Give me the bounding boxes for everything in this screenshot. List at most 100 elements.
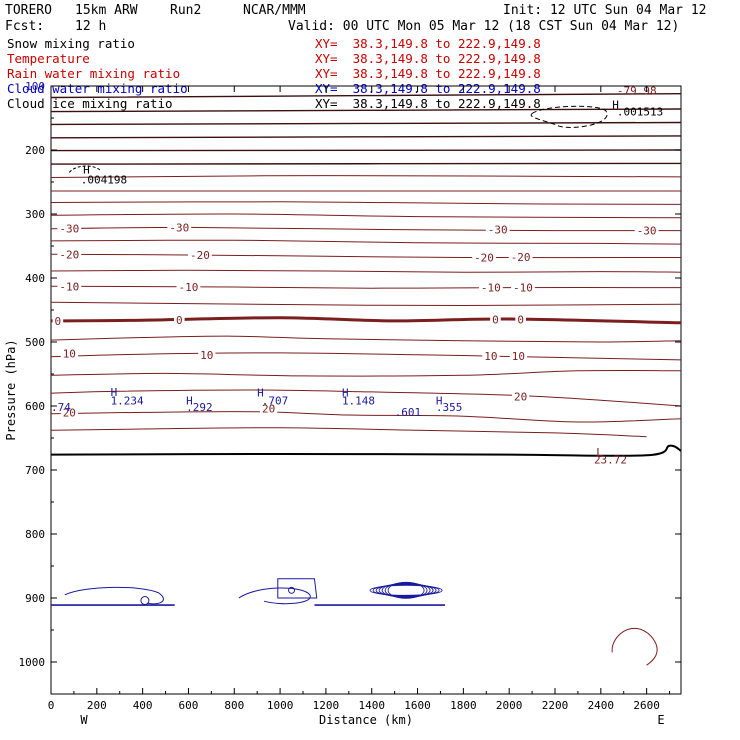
legend-snow-name: Snow mixing ratio bbox=[7, 36, 135, 51]
x-tick-label: 800 bbox=[224, 699, 244, 712]
ice-contour bbox=[68, 165, 102, 173]
isotherm--60 bbox=[50, 149, 682, 152]
isotherm-30 bbox=[50, 427, 647, 438]
isotherm--50 bbox=[50, 175, 682, 178]
cloud-water-contour bbox=[64, 586, 164, 605]
cloud-water-contour bbox=[369, 584, 443, 596]
y-tick-label: 300 bbox=[25, 208, 45, 221]
x-tick-label: 0 bbox=[48, 699, 55, 712]
legend-rain-name: Rain water mixing ratio bbox=[7, 66, 181, 81]
isotherm-label-bg bbox=[478, 281, 503, 294]
valid-time: Valid: 00 UTC Mon 05 Mar 12 (18 CST Sun … bbox=[288, 19, 680, 34]
isotherm--65 bbox=[50, 135, 682, 139]
y-axis-title: Pressure (hPa) bbox=[4, 339, 18, 440]
isotherm--30 bbox=[50, 226, 682, 232]
isotherm-label-bg bbox=[260, 402, 278, 415]
isotherm--20 bbox=[50, 253, 682, 259]
legend-cloud-water-xy: XY= 38.3,149.8 to 222.9,149.8 bbox=[315, 81, 541, 96]
legend-temperature-xy: XY= 38.3,149.8 to 222.9,149.8 bbox=[315, 51, 541, 66]
y-tick-label: 600 bbox=[25, 400, 45, 413]
isotherm-label-bg bbox=[188, 248, 212, 261]
isotherm-label: 0 bbox=[492, 314, 499, 327]
extremum-label: H bbox=[257, 386, 264, 399]
west-label: W bbox=[80, 713, 88, 727]
isotherm--5 bbox=[50, 301, 682, 307]
isotherm-label-bg bbox=[57, 222, 82, 235]
isotherm-label: 10 bbox=[484, 350, 497, 363]
isotherm-label-bg bbox=[57, 280, 82, 293]
isotherm-label: -10 bbox=[513, 282, 533, 295]
isotherm-label-bg bbox=[57, 248, 82, 261]
cloud-water-contour bbox=[372, 584, 440, 597]
isotherm-25 bbox=[50, 411, 682, 423]
isotherm-label-bg bbox=[515, 313, 526, 326]
extremum-label: .004198 bbox=[81, 173, 127, 186]
isotherm-label: -30 bbox=[59, 223, 79, 236]
x-tick-label: 200 bbox=[87, 699, 107, 712]
isotherm-label-bg bbox=[60, 347, 78, 360]
isotherm-label: 10 bbox=[512, 350, 525, 363]
isotherm-10 bbox=[50, 352, 682, 361]
isotherm-label: -30 bbox=[169, 221, 189, 234]
isotherm-label-bg bbox=[634, 224, 659, 237]
extremum-label: .001513 bbox=[617, 105, 663, 118]
y-tick-label: 900 bbox=[25, 592, 45, 605]
legend-ice-xy: XY= 38.3,149.8 to 222.9,149.8 bbox=[315, 96, 541, 111]
isotherm--25 bbox=[50, 239, 682, 245]
legend-ice-name: Cloud ice mixing ratio bbox=[7, 96, 173, 111]
x-tick-label: 2200 bbox=[542, 699, 569, 712]
extremum-label: .707 bbox=[262, 395, 289, 408]
isotherm-label-bg bbox=[485, 223, 510, 236]
extremum-label: .355 bbox=[436, 401, 463, 414]
extremum-label: 23.72 bbox=[594, 454, 627, 467]
east-label: E bbox=[657, 713, 664, 727]
extremum-label: H bbox=[186, 395, 193, 408]
isotherm-label-bg bbox=[176, 280, 201, 293]
y-tick-label: 800 bbox=[25, 528, 45, 541]
extremum-label: 1.234 bbox=[111, 395, 144, 408]
cloud-water-contour bbox=[277, 578, 318, 599]
run-label: Run2 bbox=[170, 3, 202, 18]
isotherm-label-bg bbox=[482, 350, 500, 363]
isotherm-label-bg bbox=[509, 350, 527, 363]
isotherm-label: 0 bbox=[55, 315, 62, 328]
plot-frame bbox=[50, 85, 682, 695]
y-tick-label: 700 bbox=[25, 464, 45, 477]
isotherm-label: -30 bbox=[488, 223, 508, 236]
org-label: NCAR/MMM bbox=[243, 3, 306, 18]
extremum-label: .74 bbox=[51, 401, 71, 414]
isotherm-label-bg bbox=[198, 348, 216, 361]
cloud-water-contour bbox=[387, 581, 425, 599]
y-tick-label: 500 bbox=[25, 336, 45, 349]
isotherm-15 bbox=[50, 369, 682, 377]
isotherm-label: 0 bbox=[176, 314, 183, 327]
isotherm--10 bbox=[50, 285, 682, 289]
isotherm-label-bg bbox=[52, 314, 64, 327]
legend-rain-xy: XY= 38.3,149.8 to 222.9,149.8 bbox=[315, 66, 541, 81]
x-tick-label: 1800 bbox=[450, 699, 477, 712]
x-tick-label: 2600 bbox=[633, 699, 660, 712]
isotherm--15 bbox=[50, 269, 682, 273]
extremum-label: .292 bbox=[186, 401, 213, 414]
x-tick-label: 600 bbox=[179, 699, 199, 712]
y-tick-label: 200 bbox=[25, 144, 45, 157]
isotherm-label-bg bbox=[512, 390, 530, 403]
legend-temperature-name: Temperature bbox=[7, 51, 90, 66]
extremum-label: H bbox=[83, 164, 90, 177]
cloud-water-contour bbox=[384, 582, 428, 599]
isotherm--40 bbox=[50, 201, 682, 205]
fcst-label: Fcst: bbox=[5, 19, 45, 34]
isotherm-5 bbox=[50, 335, 682, 343]
extremum-label: L bbox=[596, 446, 603, 459]
isotherm-label: -10 bbox=[59, 280, 79, 293]
extremum-label: H bbox=[111, 386, 118, 399]
isotherm-label-bg bbox=[167, 221, 192, 234]
extremum-label: .601 bbox=[395, 406, 422, 419]
cloud-water-contour bbox=[381, 582, 431, 598]
resolution: 15km ARW bbox=[75, 3, 138, 18]
isotherm-label: -20 bbox=[190, 249, 210, 262]
extremum-label: 1.148 bbox=[342, 395, 375, 408]
isotherm-0 bbox=[50, 316, 682, 325]
legend-snow-xy: XY= 38.3,149.8 to 222.9,149.8 bbox=[315, 36, 541, 51]
x-tick-label: 2400 bbox=[588, 699, 615, 712]
